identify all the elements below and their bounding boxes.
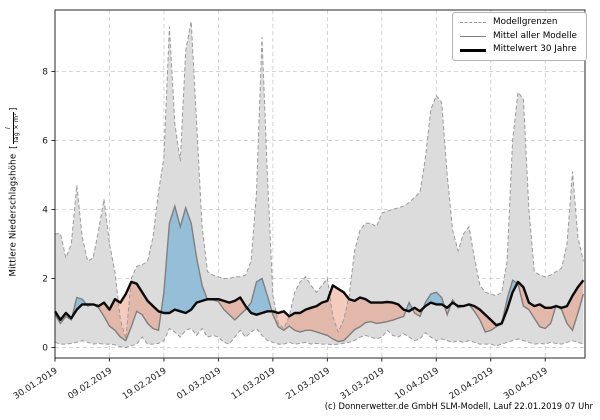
above-normal-fill xyxy=(55,206,584,326)
dashed-line-icon xyxy=(460,22,486,24)
below-normal-fill xyxy=(55,280,584,342)
plot-frame xyxy=(54,9,586,359)
svg-text:01.03.2019: 01.03.2019 xyxy=(175,366,223,402)
svg-text:11.03.2019: 11.03.2019 xyxy=(230,366,278,402)
svg-text:8: 8 xyxy=(42,68,48,78)
legend-entry-modellgrenzen: Modellgrenzen xyxy=(460,17,577,28)
fill-areas xyxy=(55,21,584,348)
svg-text:20.04.2019: 20.04.2019 xyxy=(448,366,496,402)
x-axis-tick-labels: 30.01.2019 09.02.2019 19.02.2019 01.03.2019… xyxy=(12,366,550,402)
svg-text:19.02.2019: 19.02.2019 xyxy=(121,366,169,402)
solid-line-icon xyxy=(460,35,486,38)
svg-text:09.02.2019: 09.02.2019 xyxy=(66,366,114,402)
axis-ticks xyxy=(51,71,546,362)
svg-text:4: 4 xyxy=(42,206,48,216)
legend-label: Mittelwert 30 Jahre xyxy=(493,44,577,55)
svg-text:0: 0 xyxy=(42,344,48,354)
legend-label: Modellgrenzen xyxy=(493,17,558,27)
copyright-caption: (c) Donnerwetter.de GmbH SLM-Modell, Lau… xyxy=(324,401,593,411)
svg-text:2: 2 xyxy=(42,275,48,285)
chart-legend: Modellgrenzen Mittel aller Modelle Mitte… xyxy=(452,12,587,62)
svg-text:10.04.2019: 10.04.2019 xyxy=(393,366,441,402)
legend-label: Mittel aller Modelle xyxy=(493,30,577,41)
unit-denominator: Tag × m² xyxy=(12,113,20,144)
thick-line-icon xyxy=(460,48,486,52)
y-axis-unit: [l Tag × m²] xyxy=(5,107,20,151)
svg-text:30.04.2019: 30.04.2019 xyxy=(502,366,550,402)
y-axis-tick-labels: 0 2 4 6 8 xyxy=(42,68,48,354)
legend-entry-mittelwert-30-jahre: Mittelwert 30 Jahre xyxy=(460,45,577,55)
model-mean-line xyxy=(54,203,585,343)
svg-text:31.03.2019: 31.03.2019 xyxy=(339,366,387,402)
svg-text:30.01.2019: 30.01.2019 xyxy=(12,366,60,402)
svg-text:6: 6 xyxy=(42,137,48,147)
svg-text:21.03.2019: 21.03.2019 xyxy=(284,366,332,402)
y-axis-label: Mittlere Niederschlagshöhe [l Tag × m²] xyxy=(5,32,22,352)
legend-entry-mittel-aller-modelle: Mittel aller Modelle xyxy=(460,30,577,42)
climate-mean-line xyxy=(53,279,585,327)
model-boundary-lines xyxy=(54,21,584,349)
y-axis-label-text: Mittlere Niederschlagshöhe xyxy=(8,153,19,277)
